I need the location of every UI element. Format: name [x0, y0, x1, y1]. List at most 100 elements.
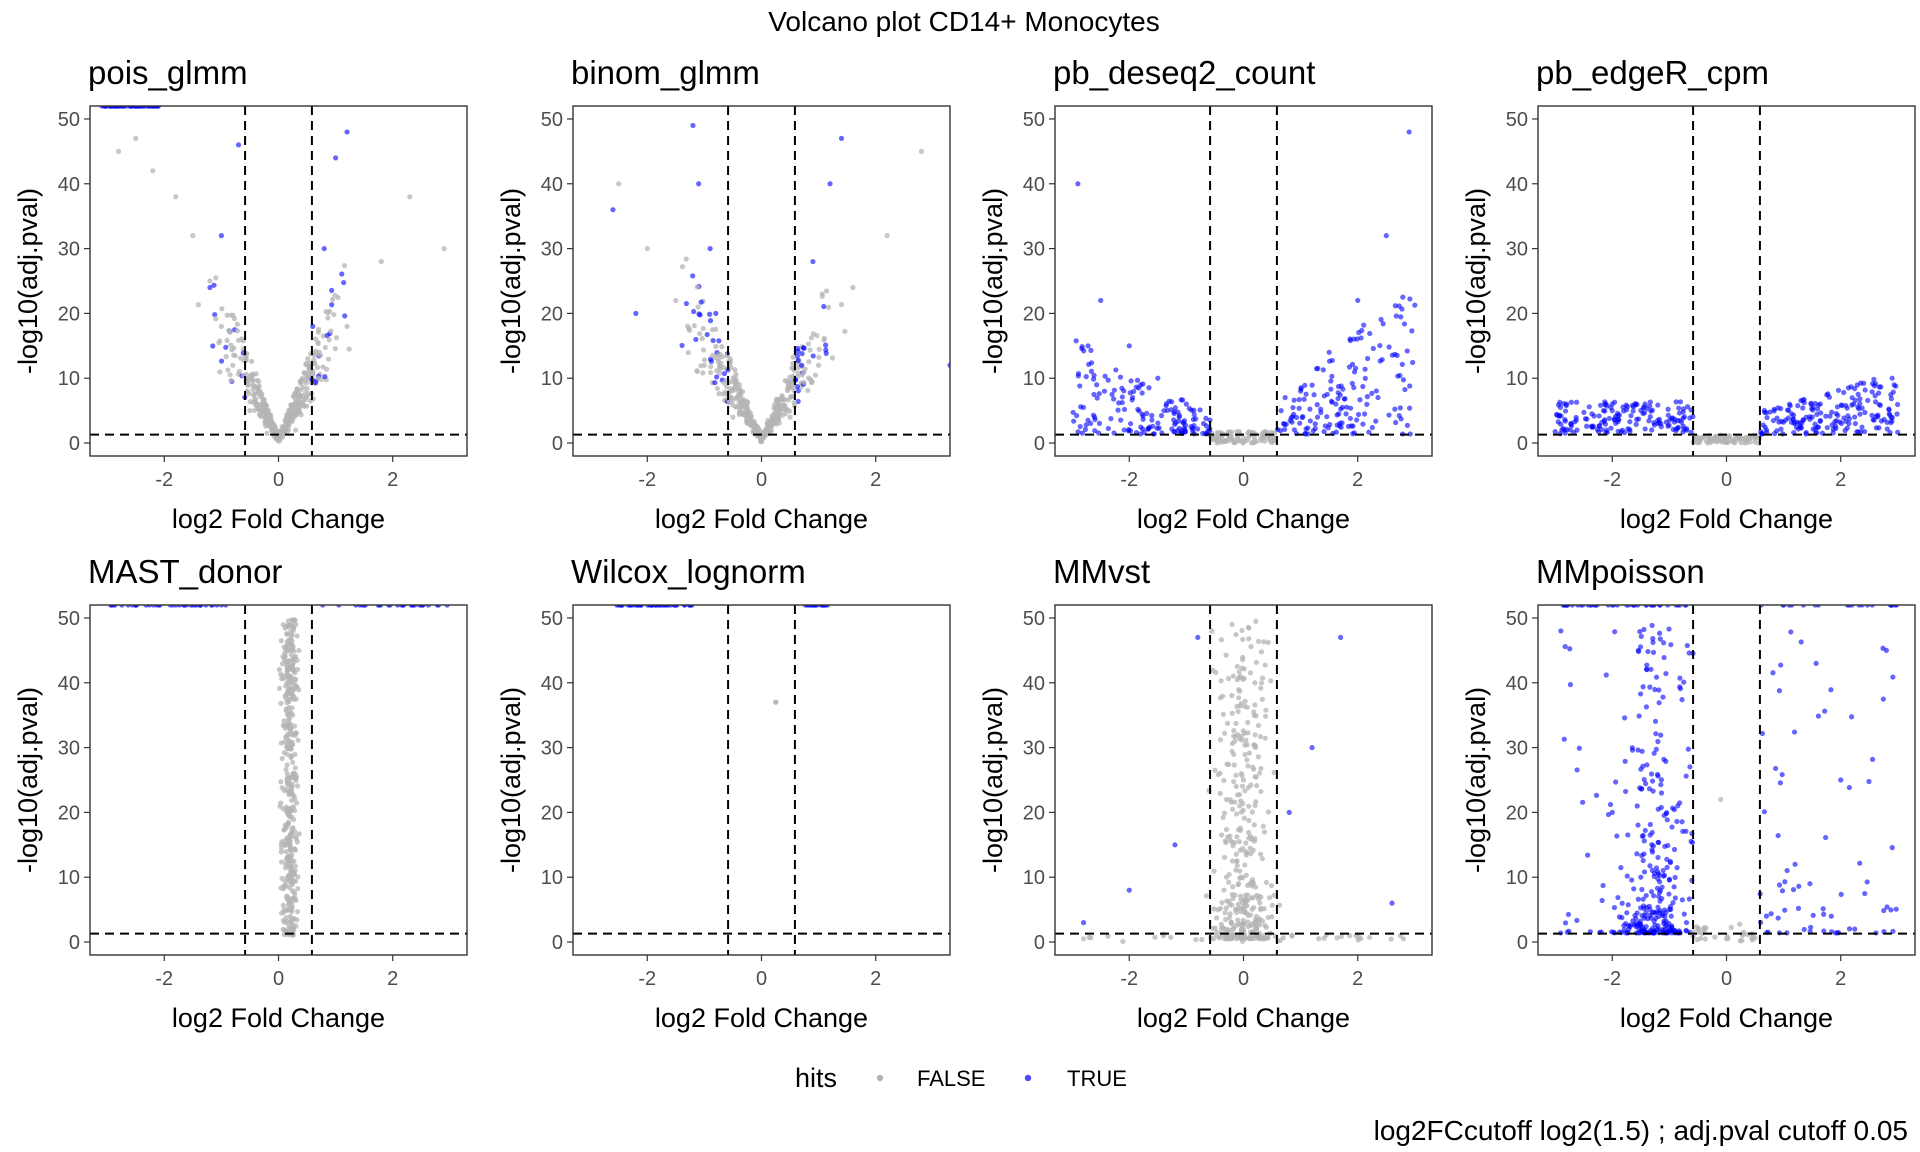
x-tick-label: 2 [1352, 469, 1363, 491]
point-true [1633, 915, 1639, 922]
point-true [1675, 425, 1681, 431]
point-true [1862, 428, 1868, 435]
point-false [1263, 707, 1269, 713]
point-true [1091, 372, 1097, 378]
point-true [1889, 845, 1895, 851]
point-true [1305, 425, 1311, 431]
point-false [1260, 823, 1266, 829]
point-true [1629, 747, 1636, 753]
point-true [1625, 426, 1631, 432]
point-false [1723, 936, 1730, 942]
point-false [1250, 847, 1256, 853]
point-true [1642, 827, 1648, 834]
point-false [213, 316, 219, 322]
point-false [378, 258, 384, 265]
point-false [816, 346, 822, 352]
point-true [1644, 666, 1650, 673]
point-true [1121, 388, 1127, 394]
point-true [1791, 729, 1798, 735]
point-true [1825, 391, 1831, 397]
point-true [1760, 422, 1766, 428]
point-false [293, 621, 299, 628]
point-true [1672, 895, 1678, 901]
point-false [218, 323, 224, 329]
point-true [1623, 402, 1629, 408]
point-true [1775, 832, 1781, 839]
point-true [1668, 913, 1674, 919]
point-false [1258, 435, 1264, 441]
panel-title: binom_glmm [571, 54, 760, 91]
x-tick-label: 0 [1238, 968, 1249, 990]
point-true [1872, 393, 1878, 399]
point-false [284, 856, 290, 862]
point-false [1228, 429, 1235, 435]
point-false [207, 278, 213, 284]
point-false [1701, 926, 1707, 932]
point-false [1250, 881, 1257, 887]
point-true [1149, 417, 1155, 423]
point-true [1568, 399, 1574, 405]
point-false [332, 346, 338, 352]
point-true [1625, 832, 1631, 838]
point-false [1212, 767, 1218, 773]
point-false [1239, 665, 1245, 671]
point-false [332, 292, 338, 298]
y-tick-label: 10 [541, 368, 563, 390]
point-true [1796, 883, 1802, 889]
y-tick-label: 50 [541, 109, 563, 131]
point-false [262, 401, 268, 407]
point-true [1092, 414, 1098, 420]
point-false [695, 304, 701, 310]
point-false [407, 194, 413, 200]
point-true [1654, 771, 1661, 778]
point-false [1265, 809, 1272, 815]
point-true [1140, 413, 1146, 419]
point-true [1366, 429, 1372, 435]
y-tick-label: 30 [1023, 738, 1045, 760]
point-true [1817, 418, 1823, 424]
point-true [1774, 415, 1780, 421]
point-false [294, 386, 300, 392]
point-true [810, 258, 816, 265]
point-true [721, 370, 728, 377]
point-true [1613, 779, 1619, 785]
point-true [1328, 378, 1334, 384]
point-true [1615, 894, 1621, 901]
point-true [707, 311, 713, 317]
point-false [293, 897, 299, 904]
point-false [284, 623, 290, 629]
point-true [1639, 748, 1645, 754]
point-true [1660, 640, 1667, 646]
point-false [260, 407, 266, 414]
panel-border [572, 604, 951, 956]
point-true [1683, 427, 1690, 433]
point-false [1238, 701, 1244, 707]
point-false [276, 666, 283, 673]
point-false [1388, 936, 1394, 942]
point-false [323, 308, 329, 315]
point-true [610, 207, 616, 213]
point-true [1687, 764, 1693, 770]
point-true [1083, 374, 1089, 380]
point-false [291, 916, 297, 922]
point-false [1231, 778, 1237, 785]
point-false [293, 777, 299, 784]
point-true [1134, 377, 1141, 383]
point-true [1117, 374, 1124, 380]
point-false [1234, 834, 1240, 840]
point-false [1223, 935, 1229, 941]
point-true [1370, 345, 1376, 352]
point-true [1335, 383, 1342, 390]
point-true [1656, 687, 1662, 693]
point-true [1778, 426, 1784, 432]
point-false [278, 859, 285, 865]
point-false [279, 676, 285, 682]
point-true [1628, 413, 1634, 419]
y-tick-label: 50 [541, 608, 563, 630]
point-false [304, 403, 310, 409]
point-true [1600, 882, 1606, 889]
point-false [807, 347, 813, 353]
point-false [1218, 921, 1224, 927]
point-true [1181, 418, 1188, 424]
